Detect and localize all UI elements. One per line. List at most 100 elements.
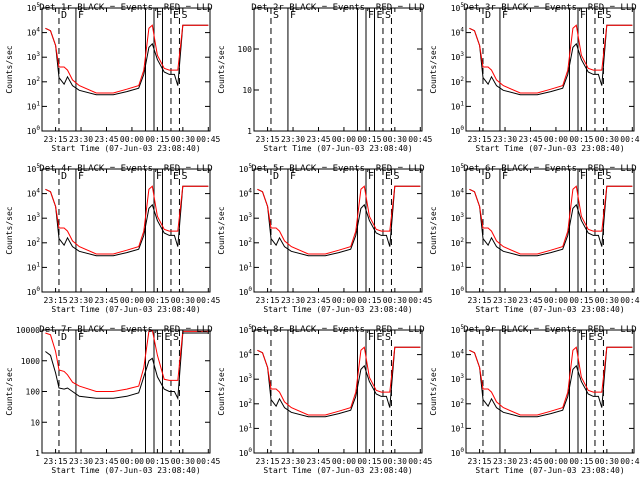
x-tick-label: 00:45 — [196, 457, 220, 466]
marker-label: D — [61, 10, 67, 21]
marker-label: S — [605, 10, 611, 21]
x-axis-label: Start Time (07-Jun-03 23:08:40) — [475, 144, 624, 153]
x-tick-label: 00:00 — [120, 135, 144, 144]
y-tick-label: 102 — [451, 237, 465, 248]
x-tick-label: 00:45 — [408, 135, 432, 144]
x-axis-label: Start Time (07-Jun-03 23:08:40) — [263, 466, 412, 475]
y-tick-label: 101 — [451, 100, 465, 111]
y-axis-label: Counts/sec — [5, 367, 14, 415]
x-tick-label: 00:45 — [408, 296, 432, 305]
x-axis-label: Start Time (07-Jun-03 23:08:40) — [475, 305, 624, 314]
x-tick-label: 00:15 — [357, 296, 381, 305]
lld-series-line — [45, 330, 209, 392]
y-axis-label: Counts/sec — [217, 206, 226, 254]
events-series-line — [469, 185, 633, 257]
marker-label: E — [385, 171, 391, 182]
y-tick-label: 100 — [451, 286, 465, 297]
y-tick-label: 10000 — [16, 326, 40, 335]
marker-label: F — [502, 171, 508, 182]
x-tick-label: 23:30 — [69, 296, 93, 305]
marker-label: E — [376, 332, 382, 343]
y-tick-label: 103 — [27, 212, 41, 223]
plot-frame — [465, 329, 635, 454]
lld-series-line — [469, 346, 633, 416]
marker-label: D — [61, 332, 67, 343]
panel-det-4: D F F E S23:15 23:30 23:45 00:00 00:15 00:30 00:45… — [5, 163, 221, 314]
y-tick-label: 100 — [26, 388, 41, 397]
events-series-line — [45, 332, 209, 401]
y-tick-label: 101 — [451, 261, 465, 272]
y-tick-label: 102 — [239, 237, 253, 248]
marker-label: E — [164, 332, 170, 343]
x-tick-label: 23:30 — [493, 296, 517, 305]
plot-frame — [465, 168, 635, 293]
y-tick-label: 105 — [451, 324, 465, 335]
x-tick-label: 00:00 — [120, 457, 144, 466]
marker-label: S — [393, 171, 399, 182]
y-tick-label: 10 — [30, 418, 40, 427]
plot-frame — [253, 7, 423, 132]
y-axis-label: Counts/sec — [5, 206, 14, 254]
x-tick-label: 23:45 — [94, 457, 118, 466]
y-tick-label: 101 — [27, 261, 41, 272]
y-tick-label: 105 — [239, 163, 253, 174]
x-tick-label: 23:30 — [281, 135, 305, 144]
x-tick-label: 00:00 — [120, 296, 144, 305]
y-tick-label: 103 — [27, 51, 41, 62]
panel-title: Det 2r BLACK = Events, RED = LLD — [251, 3, 424, 13]
y-tick-label: 100 — [238, 45, 253, 54]
marker-label: F — [580, 332, 586, 343]
marker-label: F — [368, 171, 374, 182]
y-tick-label: 105 — [451, 163, 465, 174]
panel-title: Det 4r BLACK = Events, RED = LLD — [39, 164, 212, 174]
x-tick-label: 23:30 — [281, 296, 305, 305]
marker-label: S — [173, 332, 179, 343]
y-axis-label: Counts/sec — [429, 45, 438, 93]
marker-label: D — [485, 171, 491, 182]
y-tick-label: 101 — [27, 100, 41, 111]
lld-series-line — [257, 346, 421, 416]
x-tick-label: 23:45 — [306, 296, 330, 305]
x-tick-label: 00:30 — [171, 457, 195, 466]
events-series-line — [45, 24, 209, 96]
marker-label: E — [173, 171, 179, 182]
x-tick-label: 00:15 — [145, 135, 169, 144]
x-tick-label: 00:00 — [332, 296, 356, 305]
marker-label: S — [181, 10, 187, 21]
x-tick-label: 00:45 — [196, 296, 220, 305]
panel-det-6: DFFES23:1523:3023:4500:0000:1500:3000:45… — [429, 163, 640, 314]
marker-label: F — [290, 171, 296, 182]
y-tick-label: 103 — [451, 212, 465, 223]
x-tick-label: 00:00 — [332, 135, 356, 144]
y-axis-label: Counts/sec — [429, 367, 438, 415]
x-axis-label: Start Time (07-Jun-03 23:08:40) — [51, 305, 200, 314]
lld-series-line — [45, 185, 209, 255]
panel-title: Det 9r BLACK = Events, RED = LLD — [463, 325, 636, 335]
marker-label: S — [181, 171, 187, 182]
x-tick-label: 00:15 — [357, 457, 381, 466]
plot-frame — [253, 168, 423, 293]
x-tick-label: 00:15 — [569, 457, 593, 466]
y-tick-label: 105 — [27, 2, 41, 13]
x-tick-label: 00:00 — [332, 457, 356, 466]
x-tick-label: 23:30 — [69, 457, 93, 466]
x-tick-label: 00:15 — [145, 457, 169, 466]
x-tick-label: 23:45 — [518, 296, 542, 305]
y-tick-label: 104 — [451, 349, 465, 360]
x-tick-label: 23:15 — [468, 296, 492, 305]
y-tick-label: 102 — [27, 76, 41, 87]
y-tick-label: 105 — [27, 163, 41, 174]
y-tick-label: 100 — [451, 447, 465, 458]
panel-det-7: D F F E S23:15 23:30 23:45 00:00 00:15 00:30 00:45… — [5, 325, 221, 475]
marker-label: D — [485, 10, 491, 21]
y-tick-label: 1000 — [21, 357, 40, 366]
y-tick-label: 101 — [239, 261, 253, 272]
x-tick-label: 00:00 — [544, 296, 568, 305]
marker-label: F — [78, 332, 84, 343]
panel-title: Det 1r BLACK = Events, RED = LLD — [39, 3, 212, 13]
y-tick-label: 104 — [239, 188, 253, 199]
x-axis-label: Start Time (07-Jun-03 23:08:40) — [475, 466, 624, 475]
events-series-line — [257, 346, 421, 418]
x-tick-label: 23:15 — [468, 135, 492, 144]
y-tick-label: 105 — [239, 324, 253, 335]
